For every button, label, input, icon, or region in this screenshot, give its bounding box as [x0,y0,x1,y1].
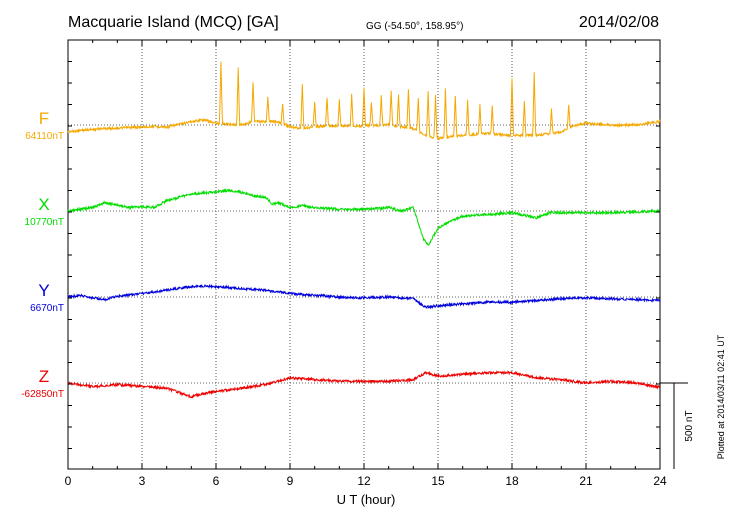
station-title: Macquarie Island (MCQ) [GA] [68,14,279,31]
series-name-z: Z [39,367,49,386]
x-tick-label: 3 [139,474,146,488]
x-tick-label: 15 [431,474,445,488]
trace-y [67,283,661,310]
series-name-y: Y [38,281,49,300]
baseline-value-z: -62850nT [21,389,64,400]
x-tick-label: 6 [213,474,220,488]
plot-frame [67,39,661,470]
series-name-x: X [38,195,49,214]
plot-date: 2014/02/08 [579,14,659,31]
trace-x [67,188,661,246]
baseline-value-y: 6670nT [30,303,64,314]
x-tick-label: 0 [65,474,72,488]
x-tick-label: 12 [357,474,371,488]
plotted-timestamp: Plotted at 2014/03/11 02:41 UT [716,334,726,459]
baseline-value-f: 64110nT [25,131,64,142]
series-name-f: F [39,109,49,128]
scale-bar-label: 500 nT [684,410,695,441]
x-tick-label: 21 [579,474,593,488]
grid-lines [141,40,587,469]
baseline-value-x: 10770nT [25,217,64,228]
x-tick-label: 24 [653,474,667,488]
x-tick-label: 9 [287,474,294,488]
station-coordinates: GG (-54.50°, 158.95°) [366,21,464,32]
x-tick-label: 18 [505,474,519,488]
axis-ticks: 0 3 6 9 12 15 18 21 24 [65,40,667,488]
trace-f [67,61,661,142]
trace-z [67,370,661,399]
series-traces [67,61,661,399]
x-axis-label: U T (hour) [337,492,396,507]
